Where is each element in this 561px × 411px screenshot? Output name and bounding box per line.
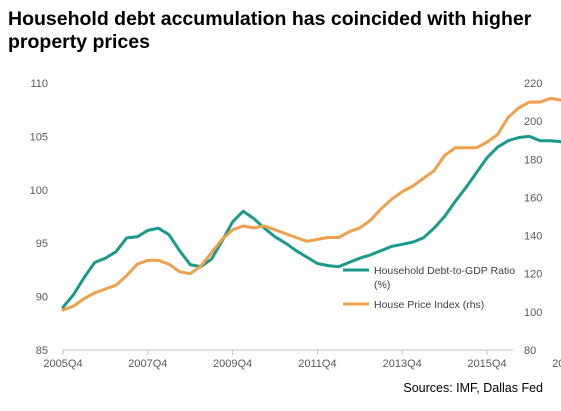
legend-label-debt: Household Debt-to-GDP Ratio (%) [374,265,515,291]
right-tick-label: 120 [524,269,542,281]
legend-label-debt-line1: Household Debt-to-GDP Ratio [374,265,515,277]
source-note: Sources: IMF, Dallas Fed [403,381,543,395]
legend-label-debt-line2: (%) [374,279,390,291]
left-tick-label: 95 [36,238,48,250]
legend-label-house: House Price Index (rhs) [374,299,484,311]
right-tick-label: 140 [524,231,542,243]
right-tick-label: 160 [524,192,542,204]
chart-title: Household debt accumulation has coincide… [8,8,532,53]
x-tick-label: 2013Q4 [383,358,422,370]
x-tick-label: 2011Q4 [298,358,336,370]
right-tick-label: 220 [524,78,542,90]
right-tick-label: 180 [524,154,542,166]
series-layer [61,96,561,312]
left-axis-ticks: 85 90 95 100 105 110 [30,78,48,357]
right-tick-label: 80 [524,345,536,357]
x-axis-ticks: 2005Q4 2007Q4 2009Q4 2011Q4 2013Q4 2015Q4 2017… [43,350,561,370]
left-tick-label: 85 [36,345,48,357]
x-tick-label: 2007Q4 [128,358,167,370]
x-tick-label: 2009Q4 [213,358,252,370]
x-tick-label: 2015Q4 [467,358,506,370]
left-tick-label: 90 [36,292,48,304]
left-tick-label: 110 [30,78,48,90]
debt-ratio-line [61,134,561,309]
left-tick-label: 100 [30,185,48,197]
right-axis-ticks: 80 100 120 140 160 180 200 220 [524,78,542,357]
x-tick-label: 2017Q4 [552,358,561,370]
left-tick-label: 105 [30,131,48,143]
right-tick-label: 100 [524,307,542,319]
x-tick-label: 2005Q4 [43,358,82,370]
legend: Household Debt-to-GDP Ratio (%) House Pric… [343,265,515,311]
house-price-line [61,96,561,312]
right-tick-label: 200 [524,116,542,128]
